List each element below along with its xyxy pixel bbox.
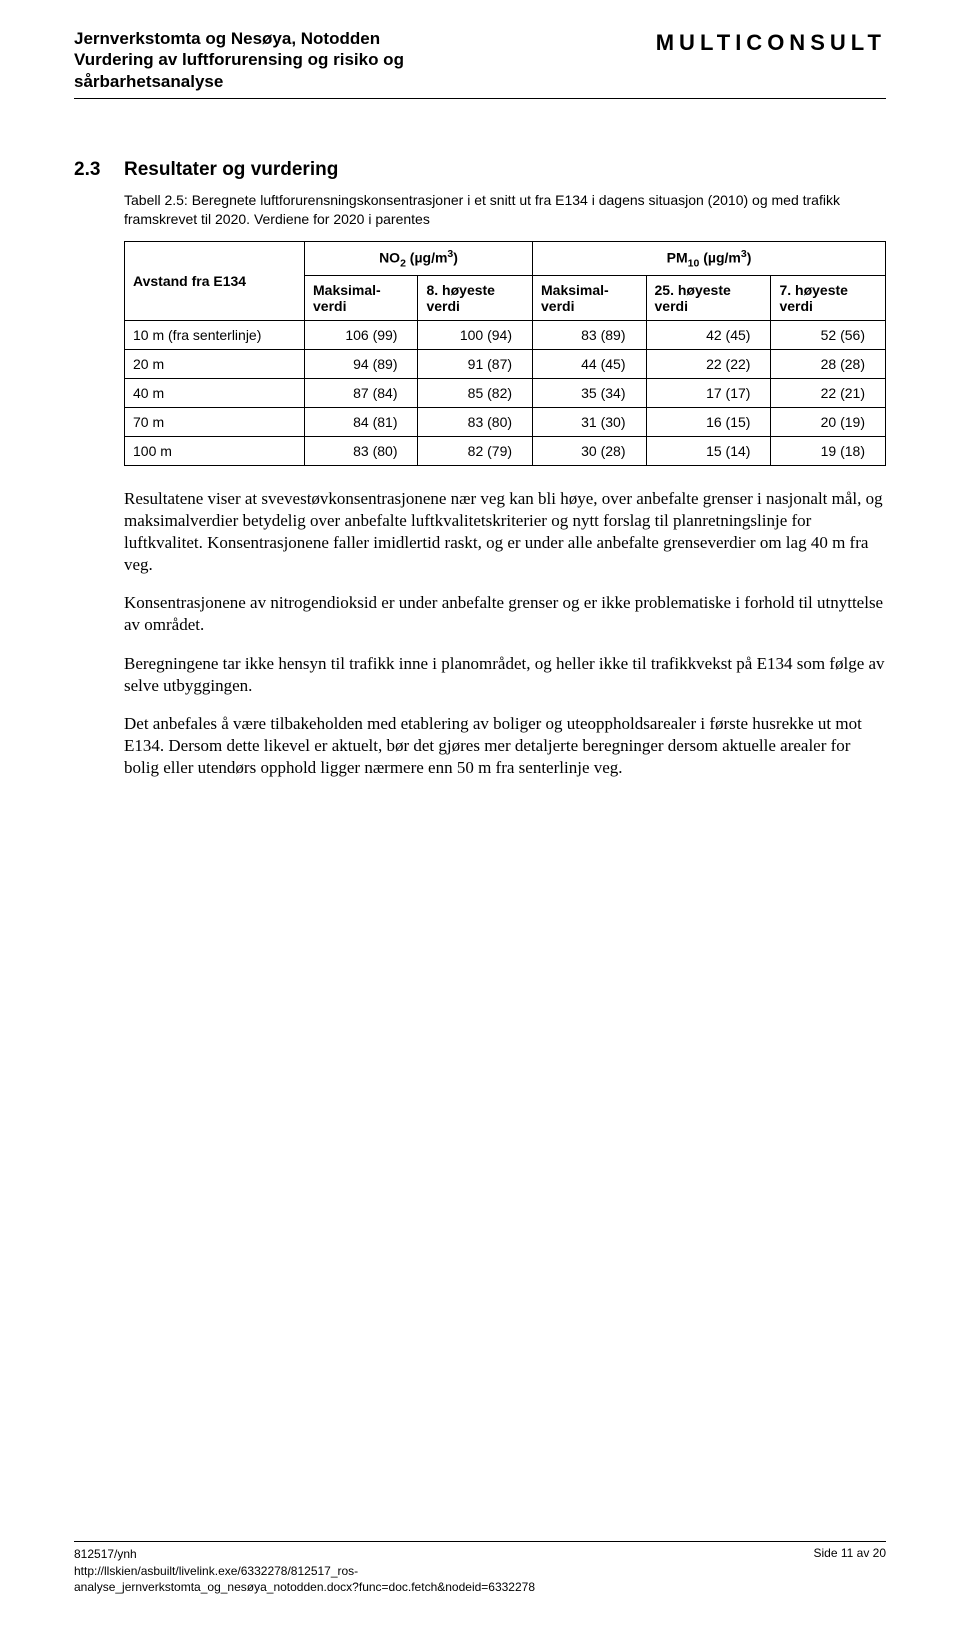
- cell: 15 (14): [646, 436, 771, 465]
- cell: 87 (84): [305, 378, 418, 407]
- cell: 94 (89): [305, 349, 418, 378]
- cell: 106 (99): [305, 320, 418, 349]
- cell: 83 (80): [418, 407, 533, 436]
- cell: 85 (82): [418, 378, 533, 407]
- cell: 35 (34): [533, 378, 646, 407]
- col-2b-bot: verdi: [655, 298, 688, 314]
- table-header-row-1: Avstand fra E134 NO2 (µg/m3) PM10 (µg/m3…: [125, 241, 886, 275]
- cell: 30 (28): [533, 436, 646, 465]
- cell: 44 (45): [533, 349, 646, 378]
- col-2a-top: Maksimal-: [541, 282, 609, 298]
- header-title-block: Jernverkstomta og Nesøya, Notodden Vurde…: [74, 28, 404, 92]
- footer-path-2: analyse_jernverkstomta_og_nesøya_notodde…: [74, 1580, 535, 1594]
- col-1b-top: 8. høyeste: [426, 282, 494, 298]
- col-2c: 7. høyesteverdi: [771, 275, 886, 320]
- section-heading: 2.3Resultater og vurdering: [74, 159, 886, 181]
- col-2b-top: 25. høyeste: [655, 282, 731, 298]
- cell: 17 (17): [646, 378, 771, 407]
- row-label: 100 m: [125, 436, 305, 465]
- page: Jernverkstomta og Nesøya, Notodden Vurde…: [0, 0, 960, 1625]
- header-line-1: Jernverkstomta og Nesøya, Notodden: [74, 29, 380, 48]
- header-line-3: sårbarhetsanalyse: [74, 72, 223, 91]
- cell: 84 (81): [305, 407, 418, 436]
- cell: 31 (30): [533, 407, 646, 436]
- col-group-no2: NO2 (µg/m3): [305, 241, 533, 275]
- cell: 20 (19): [771, 407, 886, 436]
- header-company: MULTICONSULT: [656, 28, 886, 56]
- cell: 100 (94): [418, 320, 533, 349]
- cell: 83 (89): [533, 320, 646, 349]
- row-header-label: Avstand fra E134: [125, 241, 305, 320]
- header-line-2: Vurdering av luftforurensing og risiko o…: [74, 50, 404, 69]
- content-block: Tabell 2.5: Beregnete luftforurensningsk…: [124, 191, 886, 779]
- table-row: 20 m 94 (89) 91 (87) 44 (45) 22 (22) 28 …: [125, 349, 886, 378]
- cell: 82 (79): [418, 436, 533, 465]
- row-label: 70 m: [125, 407, 305, 436]
- row-label: 20 m: [125, 349, 305, 378]
- col-2c-bot: verdi: [779, 298, 812, 314]
- col-1a: Maksimal-verdi: [305, 275, 418, 320]
- col-2a-bot: verdi: [541, 298, 574, 314]
- table-row: 100 m 83 (80) 82 (79) 30 (28) 15 (14) 19…: [125, 436, 886, 465]
- cell: 83 (80): [305, 436, 418, 465]
- col-2b: 25. høyesteverdi: [646, 275, 771, 320]
- col-1b: 8. høyesteverdi: [418, 275, 533, 320]
- table-row: 70 m 84 (81) 83 (80) 31 (30) 16 (15) 20 …: [125, 407, 886, 436]
- footer-page-number: Side 11 av 20: [814, 1546, 887, 1595]
- cell: 28 (28): [771, 349, 886, 378]
- footer-doc-id: 812517/ynh: [74, 1547, 137, 1561]
- table-caption: Tabell 2.5: Beregnete luftforurensningsk…: [124, 191, 886, 229]
- body-paragraph-1: Resultatene viser at svevestøvkonsentras…: [124, 488, 886, 576]
- cell: 42 (45): [646, 320, 771, 349]
- col-1a-bot: verdi: [313, 298, 346, 314]
- col-2c-top: 7. høyeste: [779, 282, 847, 298]
- footer-path-1: http://llskien/asbuilt/livelink.exe/6332…: [74, 1564, 358, 1578]
- cell: 52 (56): [771, 320, 886, 349]
- body-paragraph-3: Beregningene tar ikke hensyn til trafikk…: [124, 653, 886, 697]
- col-group-pm10: PM10 (µg/m3): [533, 241, 886, 275]
- col-1a-top: Maksimal-: [313, 282, 381, 298]
- col-2a: Maksimal-verdi: [533, 275, 646, 320]
- cell: 16 (15): [646, 407, 771, 436]
- col-1b-bot: verdi: [426, 298, 459, 314]
- footer-left: 812517/ynh http://llskien/asbuilt/liveli…: [74, 1546, 535, 1595]
- body-paragraph-4: Det anbefales å være tilbakeholden med e…: [124, 713, 886, 779]
- table-row: 10 m (fra senterlinje) 106 (99) 100 (94)…: [125, 320, 886, 349]
- body-paragraph-2: Konsentrasjonene av nitrogendioksid er u…: [124, 592, 886, 636]
- cell: 22 (21): [771, 378, 886, 407]
- cell: 91 (87): [418, 349, 533, 378]
- row-label: 10 m (fra senterlinje): [125, 320, 305, 349]
- page-footer: 812517/ynh http://llskien/asbuilt/liveli…: [74, 1541, 886, 1595]
- table-row: 40 m 87 (84) 85 (82) 35 (34) 17 (17) 22 …: [125, 378, 886, 407]
- cell: 19 (18): [771, 436, 886, 465]
- row-label: 40 m: [125, 378, 305, 407]
- page-header: Jernverkstomta og Nesøya, Notodden Vurde…: [74, 28, 886, 99]
- section-number: 2.3: [74, 159, 124, 181]
- results-table: Avstand fra E134 NO2 (µg/m3) PM10 (µg/m3…: [124, 241, 886, 466]
- cell: 22 (22): [646, 349, 771, 378]
- section-title: Resultater og vurdering: [124, 159, 338, 180]
